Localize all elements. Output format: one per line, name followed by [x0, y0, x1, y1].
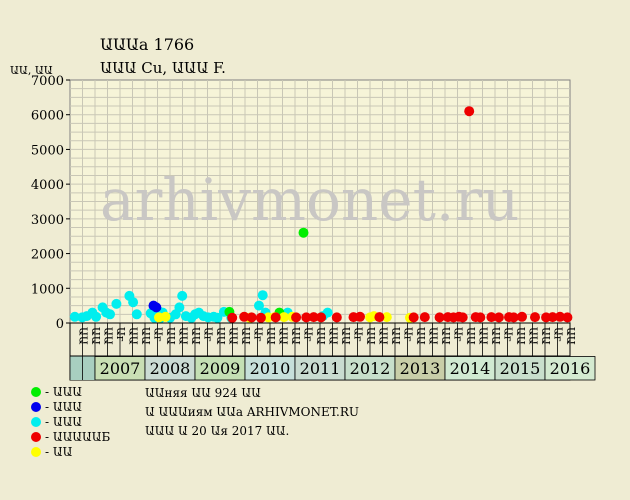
- y-tick-label: 0: [56, 317, 64, 332]
- legend-label: - ԱԱԱԱԱБ: [45, 430, 110, 444]
- data-point: [257, 290, 268, 301]
- y-tick-label: 3000: [31, 213, 64, 228]
- chart-subtitle: ԱԱԱ Cu, ԱԱԱ F.: [100, 59, 226, 77]
- legend-marker: [31, 447, 41, 457]
- legend-label: - ԱԱ: [45, 445, 73, 459]
- data-point: [291, 312, 302, 323]
- data-point: [270, 312, 281, 323]
- data-point: [174, 302, 185, 313]
- legend-label: - ԱԱԱ: [45, 400, 82, 414]
- y-tick-label: 4000: [31, 178, 64, 193]
- year-row: 2007 2008 2009 2010 2011 2012 2013 2014 2015 2016: [94, 356, 596, 381]
- data-point: [508, 312, 519, 323]
- legend-label: - ԱԱԱ: [45, 415, 82, 429]
- condition-row: ԱԱ ԱԱ ԱԱ Աг ԱԱ ԱԱ Աг ԱԱ ԱԱ ԱԱ Աг ԱԱ ԱԱ ԱԱ Աг ԱԱ ԱԱ ԱԱ Աг ԱԱ…: [69, 323, 577, 380]
- data-point: [246, 312, 257, 323]
- data-point: [434, 312, 445, 323]
- data-point: [131, 309, 142, 320]
- data-point: [517, 311, 527, 322]
- year-label: 2016: [550, 359, 591, 378]
- data-point: [555, 311, 565, 322]
- data-point: [227, 312, 238, 323]
- y-tick-label: 7000: [31, 74, 64, 89]
- year-cell: [544, 356, 596, 381]
- year-label: 2010: [250, 359, 291, 378]
- year-label: 2011: [300, 359, 341, 378]
- data-point: [316, 312, 327, 323]
- y-tick-label: 5000: [31, 143, 64, 158]
- y-tick-label: 6000: [31, 109, 64, 124]
- data-point: [279, 312, 289, 323]
- y-axis: 0 1000 2000 3000 4000 5000 6000 7000: [31, 74, 70, 332]
- legend: - ԱԱԱ- ԱԱԱ- ԱԱԱ- ԱԱԱԱԱБ- ԱԱ: [31, 385, 110, 459]
- data-point: [128, 297, 139, 308]
- data-point: [69, 311, 80, 322]
- legend-marker: [31, 387, 41, 397]
- year-label: 2009: [200, 359, 241, 378]
- year-label: 2008: [150, 359, 191, 378]
- data-point: [177, 290, 188, 301]
- data-point: [151, 302, 162, 313]
- y-axis-unit: ԱԱ, ԱԱ: [10, 64, 53, 77]
- legend-label: - ԱԱԱ: [45, 385, 82, 399]
- data-point: [254, 300, 264, 311]
- data-point: [301, 312, 312, 323]
- footer-line-1: ԱԱняя ԱԱ 924 ԱԱ: [145, 386, 261, 400]
- legend-marker: [31, 432, 41, 442]
- legend-marker: [31, 402, 41, 412]
- data-point: [381, 312, 392, 323]
- watermark: arhivmonet.ru: [100, 166, 519, 234]
- year-label: 2007: [100, 359, 141, 378]
- data-point: [308, 312, 319, 323]
- data-point: [355, 311, 365, 322]
- y-tick-label: 1000: [31, 282, 64, 297]
- year-label: 2012: [350, 359, 391, 378]
- data-point: [111, 298, 122, 309]
- data-point: [374, 312, 385, 323]
- data-point: [530, 312, 540, 323]
- legend-marker: [31, 417, 41, 427]
- data-point: [255, 312, 266, 323]
- data-point: [408, 312, 419, 323]
- data-point: [331, 312, 342, 323]
- data-point: [562, 312, 573, 323]
- footer-line-3: ԱԱԱ Ա 20 Աя 2017 ԱԱ.: [145, 424, 289, 438]
- condition-label: ԱԱ: [564, 327, 577, 345]
- year-label: 2015: [500, 359, 541, 378]
- year-label: 2013: [400, 359, 441, 378]
- data-points: [69, 106, 573, 323]
- data-point: [239, 311, 250, 322]
- data-point: [419, 312, 430, 323]
- data-point: [464, 106, 475, 117]
- year-label: 2014: [450, 359, 491, 378]
- data-point: [105, 309, 115, 320]
- data-point: [91, 311, 102, 322]
- data-point: [298, 227, 309, 238]
- data-point: [457, 312, 468, 323]
- data-point: [493, 312, 504, 323]
- footer-line-2: Ա ԱԱԱиям ԱԱа ARHIVMONET.RU: [145, 405, 359, 419]
- data-point: [486, 312, 497, 323]
- y-tick-label: 2000: [31, 248, 64, 263]
- data-point: [160, 311, 171, 322]
- data-point: [212, 312, 223, 323]
- data-point: [547, 312, 558, 323]
- data-point: [475, 312, 486, 323]
- chart-title: ԱԱԱа 1766: [100, 35, 194, 54]
